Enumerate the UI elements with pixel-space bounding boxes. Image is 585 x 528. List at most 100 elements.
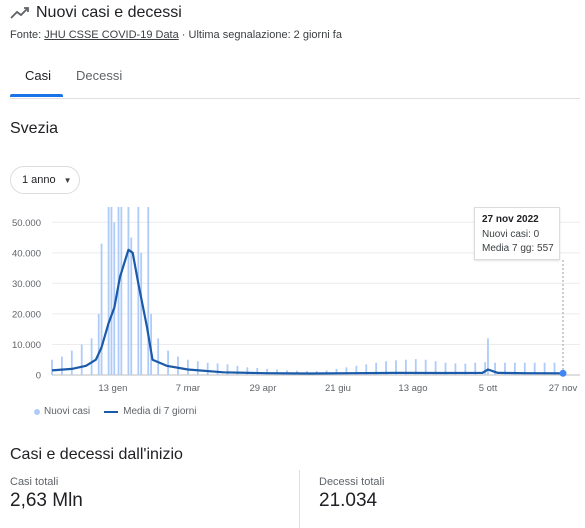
chart-tooltip: 27 nov 2022 Nuovi casi: 0 Media 7 gg: 55… (474, 207, 560, 260)
case-bar (167, 350, 169, 375)
case-bar (504, 362, 506, 375)
case-bar (365, 364, 368, 375)
case-bar (120, 207, 123, 375)
legend-line-label: Media di 7 giorni (123, 406, 197, 417)
case-bar (345, 367, 348, 375)
dropdown-caret-icon: ▼ (63, 175, 72, 185)
case-bar (137, 207, 140, 375)
case-bar (147, 207, 150, 375)
x-tick-label: 13 ago (398, 383, 427, 394)
case-bar (385, 361, 387, 375)
trend-icon (10, 7, 29, 19)
page-title: Nuovi casi e decessi (36, 4, 182, 21)
case-bar (543, 362, 546, 375)
case-bar (375, 362, 378, 375)
case-bar (140, 252, 143, 375)
case-bar (434, 361, 437, 375)
case-bar (157, 338, 160, 375)
case-bar (107, 207, 110, 375)
case-bar (90, 338, 93, 375)
case-bar (266, 368, 269, 375)
case-bar (97, 313, 100, 375)
case-bar (130, 237, 133, 375)
source-line: Fonte: JHU CSSE COVID-19 Data · Ultima s… (10, 29, 342, 41)
case-bar (216, 363, 219, 375)
case-bar (487, 338, 489, 375)
chart-legend: Nuovi casi Media di 7 giorni (34, 406, 197, 417)
tooltip-average: Media 7 gg: 557 (482, 243, 554, 254)
source-prefix: Fonte: (10, 29, 45, 41)
total-deaths-label: Decessi totali (319, 476, 385, 488)
legend-bars-label: Nuovi casi (44, 406, 91, 417)
case-bar (110, 207, 113, 375)
case-bar (80, 344, 83, 375)
x-tick-label: 5 ott (479, 383, 498, 394)
case-bar (424, 359, 427, 375)
stats-divider (299, 470, 300, 528)
case-bar (236, 365, 239, 375)
case-bar (484, 362, 487, 375)
case-bar (494, 362, 496, 375)
active-tab-indicator (10, 94, 63, 97)
x-tick-label: 27 nov (549, 383, 578, 394)
case-bar (533, 362, 536, 375)
total-deaths-value: 21.034 (319, 490, 378, 511)
case-bar (454, 363, 457, 375)
case-bar (113, 222, 116, 375)
case-bar (186, 359, 189, 375)
region-title: Svezia (10, 120, 59, 137)
case-bar (177, 356, 179, 375)
case-bar (513, 362, 516, 375)
case-bar (150, 313, 152, 375)
source-suffix: · Ultima segnalazione: 2 giorni fa (178, 29, 342, 41)
legend-line-swatch (104, 410, 119, 413)
case-bar (127, 207, 130, 375)
case-bar (256, 367, 259, 375)
case-bar (444, 362, 447, 375)
case-bar (335, 368, 338, 375)
case-bar (61, 356, 63, 375)
case-bar (523, 362, 526, 375)
average-line (51, 248, 564, 375)
case-bar (355, 365, 358, 375)
case-bar (70, 350, 73, 375)
case-bar (474, 362, 477, 375)
case-bar (117, 207, 120, 375)
y-tick-label: 30.000 (12, 279, 41, 290)
y-tick-label: 40.000 (12, 248, 41, 259)
y-tick-label: 10.000 (12, 340, 41, 351)
case-bar (51, 359, 53, 375)
y-tick-label: 50.000 (12, 218, 41, 229)
case-bar (206, 362, 209, 375)
case-bar (404, 359, 407, 375)
source-link[interactable]: JHU CSSE COVID-19 Data (44, 29, 179, 41)
case-bar (226, 364, 229, 375)
range-label: 1 anno (22, 174, 56, 186)
y-tick-label: 0 (36, 371, 41, 382)
case-bar (246, 367, 249, 375)
highlight-point (559, 369, 567, 377)
total-cases-label: Casi totali (10, 476, 59, 488)
legend-bars-swatch (34, 408, 40, 415)
range-dropdown[interactable]: 1 anno ▼ (10, 166, 80, 194)
x-tick-label: 29 apr (249, 383, 276, 394)
totals-section-title: Casi e decessi dall'inizio (10, 446, 183, 463)
y-tick-label: 20.000 (12, 309, 41, 320)
case-bar (196, 361, 199, 375)
tab-casi[interactable]: Casi (25, 68, 52, 83)
case-bar (553, 362, 556, 375)
header: Nuovi casi e decessi (10, 4, 182, 22)
cases-chart[interactable]: 0 10.000 20.000 30.000 40.000 50.000 13 gen 7 … (0, 200, 585, 400)
tooltip-new-cases: Nuovi casi: 0 (482, 229, 540, 240)
x-tick-label: 7 mar (176, 383, 200, 394)
case-bar (414, 359, 417, 375)
case-bar (464, 363, 467, 375)
tab-bar: Casi Decessi (10, 60, 580, 99)
case-bar (395, 360, 397, 375)
x-tick-label: 13 gen (98, 383, 127, 394)
case-bar (100, 243, 103, 375)
tab-decessi[interactable]: Decessi (76, 68, 123, 83)
x-tick-label: 21 giu (325, 383, 351, 394)
total-cases-value: 2,63 Mln (10, 490, 83, 511)
tooltip-date: 27 nov 2022 (482, 214, 539, 225)
